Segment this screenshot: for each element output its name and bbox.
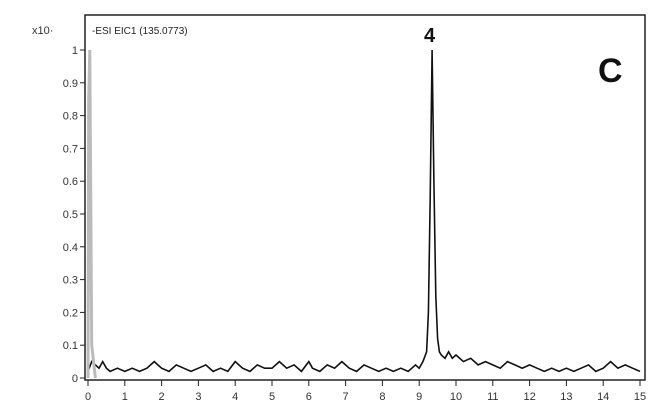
x-tick-label-10: 10 [450,391,462,403]
x-tick-label-6: 6 [306,391,312,403]
x-tick-label-11: 11 [487,391,498,403]
x-tick-label-7: 7 [343,391,349,403]
y-tick-label-2: 0.2 [63,307,78,319]
x-tick-label-2: 2 [159,391,165,403]
trace-line-1 [87,49,641,373]
x-tick-label-12: 12 [523,391,535,403]
x-tick-label-4: 4 [232,391,238,403]
y-tick-label-6: 0.6 [63,176,78,188]
y-tick-label-10: 1 [72,45,78,57]
x-tick-label-9: 9 [416,391,422,403]
y-tick-label-1: 0.1 [63,340,78,352]
panel-label: C [598,52,623,90]
peak-label: 4 [424,25,436,47]
chromatogram-traces [86,49,641,379]
trace-label: -ESI EIC1 (135.0773) [92,26,188,37]
y-tick-label-0: 0 [72,373,78,385]
trace-line-2 [86,49,97,379]
y-tick-label-8: 0.8 [63,111,78,123]
y-axis: 0 0.1 0.2 0.3 0.4 0.5 0.6 0.7 0.8 0.9 1 [63,45,85,385]
plot-frame [84,14,646,381]
y-multiplier-label: x10· [32,25,53,37]
y-tick-label-5: 0.5 [63,209,78,221]
y-tick-label-7: 0.7 [63,143,78,155]
y-tick-label-4: 0.4 [63,242,78,254]
y-tick-label-3: 0.3 [63,275,78,287]
x-tick-label-3: 3 [195,391,201,403]
x-tick-label-8: 8 [379,391,385,403]
x-axis: 0 1 2 3 4 5 6 7 8 9 10 11 12 13 14 15 [85,380,646,403]
y-tick-label-9: 0.9 [63,78,78,90]
x-tick-label-5: 5 [269,391,275,403]
x-tick-label-0: 0 [85,391,91,403]
x-tick-label-1: 1 [122,391,128,403]
x-tick-label-13: 13 [560,391,572,403]
x-tick-label-15: 15 [634,391,646,403]
x-tick-label-14: 14 [597,391,609,403]
